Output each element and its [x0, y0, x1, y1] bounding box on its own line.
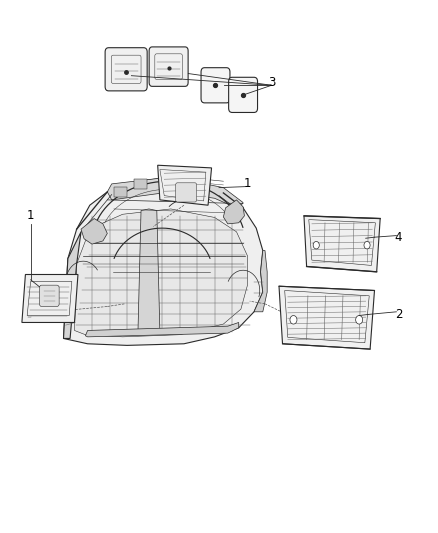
Text: 4: 4: [395, 231, 403, 244]
Polygon shape: [64, 232, 81, 338]
FancyBboxPatch shape: [229, 77, 258, 112]
FancyBboxPatch shape: [105, 48, 147, 91]
Polygon shape: [279, 286, 374, 349]
Polygon shape: [138, 209, 160, 333]
Polygon shape: [74, 209, 247, 337]
Polygon shape: [158, 165, 212, 205]
Polygon shape: [254, 251, 267, 312]
Polygon shape: [114, 187, 127, 197]
Polygon shape: [223, 200, 244, 224]
Text: 3: 3: [268, 76, 275, 89]
Polygon shape: [81, 219, 107, 244]
Polygon shape: [64, 177, 263, 345]
FancyBboxPatch shape: [39, 285, 59, 306]
Text: 2: 2: [395, 308, 403, 321]
FancyBboxPatch shape: [149, 47, 188, 86]
Circle shape: [290, 316, 297, 324]
Polygon shape: [134, 179, 147, 189]
FancyBboxPatch shape: [176, 183, 197, 202]
Polygon shape: [107, 177, 243, 209]
Circle shape: [356, 316, 363, 324]
Text: 1: 1: [27, 209, 35, 222]
Circle shape: [313, 241, 319, 249]
Polygon shape: [85, 322, 239, 337]
FancyBboxPatch shape: [201, 68, 230, 103]
Polygon shape: [195, 182, 208, 193]
Polygon shape: [22, 274, 78, 322]
Circle shape: [364, 241, 370, 249]
Polygon shape: [304, 216, 380, 272]
Text: 1: 1: [244, 177, 251, 190]
